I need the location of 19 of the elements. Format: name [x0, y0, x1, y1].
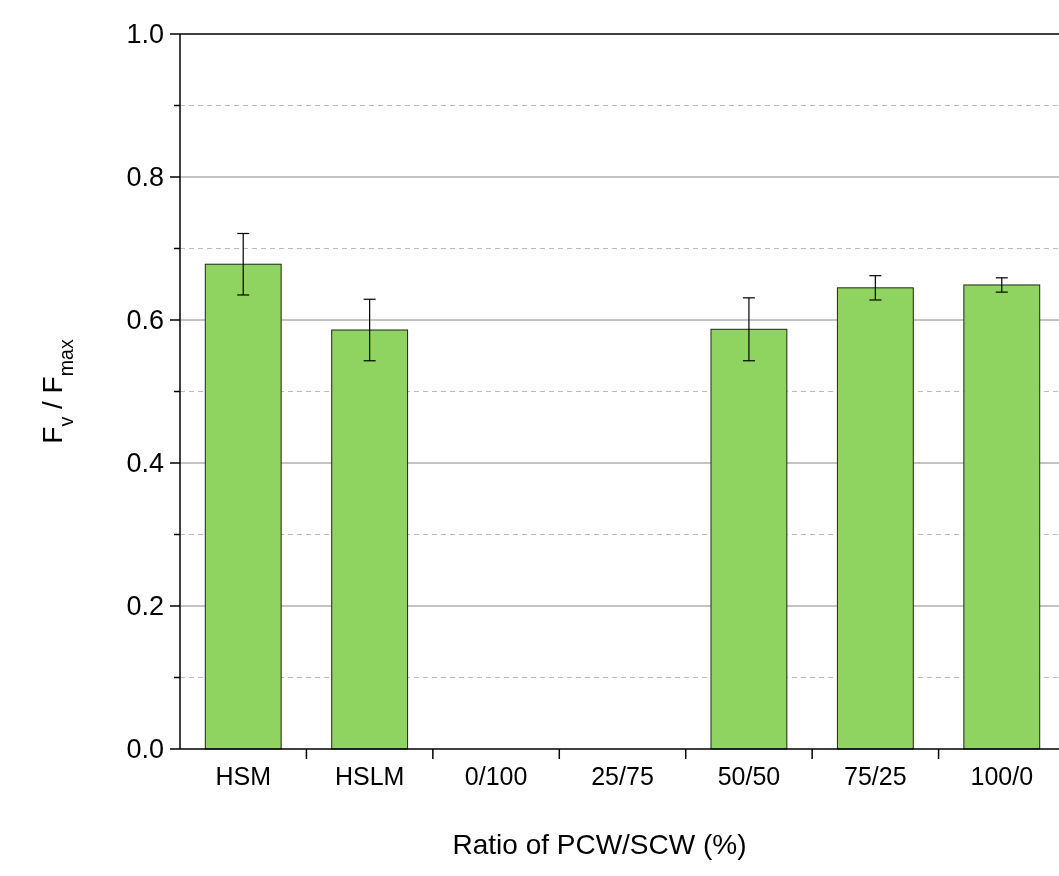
y-tick-label: 0.4	[126, 448, 164, 479]
x-axis-title: Ratio of PCW/SCW (%)	[452, 829, 747, 860]
x-tick-label: 75/25	[844, 762, 907, 790]
y-tick-label: 0.2	[126, 591, 164, 622]
y-tick-label: 0.0	[126, 734, 164, 765]
bar	[204, 263, 282, 750]
bar	[963, 284, 1041, 750]
x-tick-label: HSLM	[334, 762, 405, 790]
y-tick-label: 0.8	[126, 162, 164, 193]
x-tick-label: 100/0	[970, 762, 1034, 790]
bar	[710, 328, 788, 750]
x-tick-label: 50/50	[717, 762, 781, 790]
y-tick-label: 1.0	[126, 19, 164, 50]
bar	[331, 329, 409, 750]
x-tick-label: 25/75	[591, 762, 654, 790]
x-tick-label: HSM	[215, 762, 271, 790]
bar	[836, 287, 914, 750]
x-tick-label: 0/100	[464, 762, 528, 790]
y-tick-label: 0.6	[126, 305, 164, 336]
